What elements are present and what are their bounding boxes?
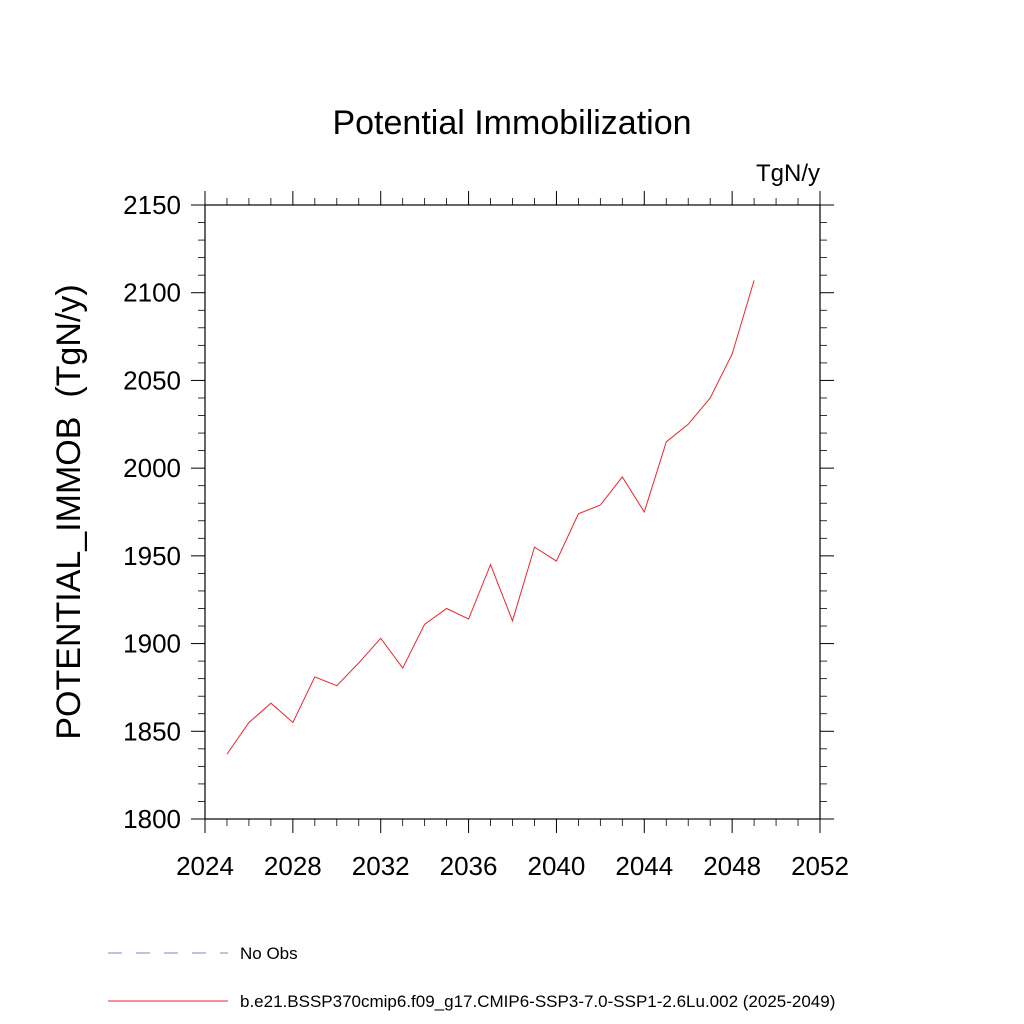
x-tick-label: 2052 [791, 851, 849, 881]
x-tick-label: 2032 [352, 851, 410, 881]
y-tick-label: 2050 [123, 365, 181, 395]
x-tick-label: 2028 [264, 851, 322, 881]
series-group [226, 280, 755, 755]
y-tick-label: 1950 [123, 541, 181, 571]
y-tick-label: 1850 [123, 716, 181, 746]
x-tick-label: 2036 [440, 851, 498, 881]
x-tick-label: 2040 [528, 851, 586, 881]
chart-title: Potential Immobilization [332, 104, 691, 142]
y-tick-label: 2150 [123, 190, 181, 220]
series-line-0 [226, 280, 755, 755]
y-axis-label: POTENTIAL_IMMOB (TgN/y) [50, 284, 88, 739]
tick-labels: 2024 2028 2032 2036 2040 2044 2048 2052 1800 1850… [123, 190, 849, 881]
y-tick-label: 1800 [123, 804, 181, 834]
y-tick-label: 2000 [123, 453, 181, 483]
plot-frame [204, 204, 821, 820]
units-label: TgN/y [756, 160, 820, 187]
y-tick-label: 1900 [123, 629, 181, 659]
legend: No Obs b.e21.BSSP370cmip6.f09_g17.CMIP6-… [108, 944, 835, 1011]
y-tick-label: 2100 [123, 278, 181, 308]
legend-label-series: b.e21.BSSP370cmip6.f09_g17.CMIP6-SSP3-7.… [240, 992, 835, 1011]
x-tick-label: 2048 [703, 851, 761, 881]
x-tick-label: 2044 [615, 851, 673, 881]
legend-label-no-obs: No Obs [240, 944, 298, 963]
x-tick-label: 2024 [176, 851, 234, 881]
axis-ticks [191, 191, 834, 833]
